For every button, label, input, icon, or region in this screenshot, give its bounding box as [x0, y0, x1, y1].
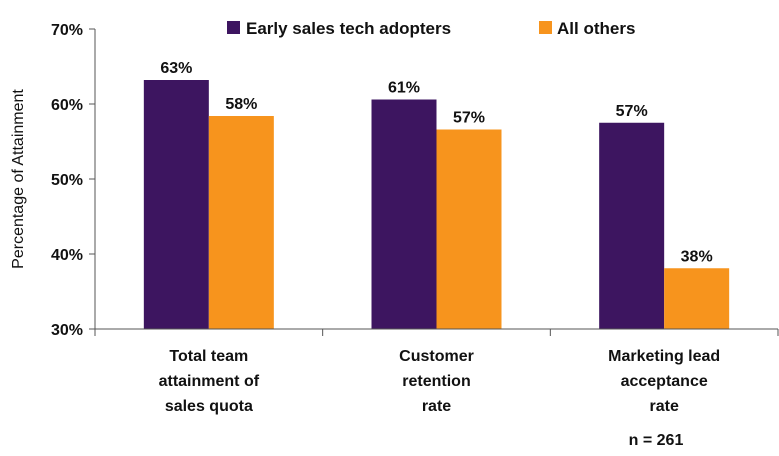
data-label: 57% [453, 110, 485, 127]
x-category-label: Total team [169, 348, 248, 365]
legend-label-all-others: All others [557, 19, 635, 38]
x-category-label: sales quota [165, 398, 253, 415]
data-label: 38% [681, 248, 713, 265]
data-label: 58% [225, 96, 257, 113]
x-axis: Total team attainment of sales quota Custom… [94, 328, 779, 415]
x-category-label: attainment of [159, 373, 260, 390]
bar [371, 99, 437, 329]
data-label: 57% [616, 103, 648, 120]
bar [208, 116, 274, 329]
y-tick-label: 40% [51, 247, 83, 264]
x-category-label: rate [422, 398, 451, 415]
x-category-label: Customer [399, 348, 474, 365]
y-axis-label: Percentage of Attainment [10, 89, 27, 269]
bar [436, 129, 502, 329]
y-axis: 30% 40% 50% 60% 70% [51, 22, 96, 339]
sample-size-note: n = 261 [629, 432, 684, 449]
x-category-label: Marketing lead [608, 348, 720, 365]
y-tick-label: 60% [51, 97, 83, 114]
data-label: 61% [388, 80, 420, 97]
legend-label-early-adopters: Early sales tech adopters [246, 19, 451, 38]
y-tick-label: 30% [51, 322, 83, 339]
y-tick-label: 50% [51, 172, 83, 189]
legend-swatch-all-others [539, 21, 552, 34]
legend: Early sales tech adopters All others [227, 19, 635, 38]
y-tick-label: 70% [51, 22, 83, 39]
bar [599, 122, 665, 329]
x-category-label: retention [402, 373, 470, 390]
bar [664, 268, 730, 329]
bar [143, 80, 209, 329]
data-label: 63% [160, 60, 192, 77]
x-category-label: rate [649, 398, 678, 415]
bars: 63% 58% 61% 57% 57% 38% [143, 60, 730, 329]
legend-swatch-early-adopters [227, 21, 240, 34]
x-category-label: acceptance [621, 373, 708, 390]
